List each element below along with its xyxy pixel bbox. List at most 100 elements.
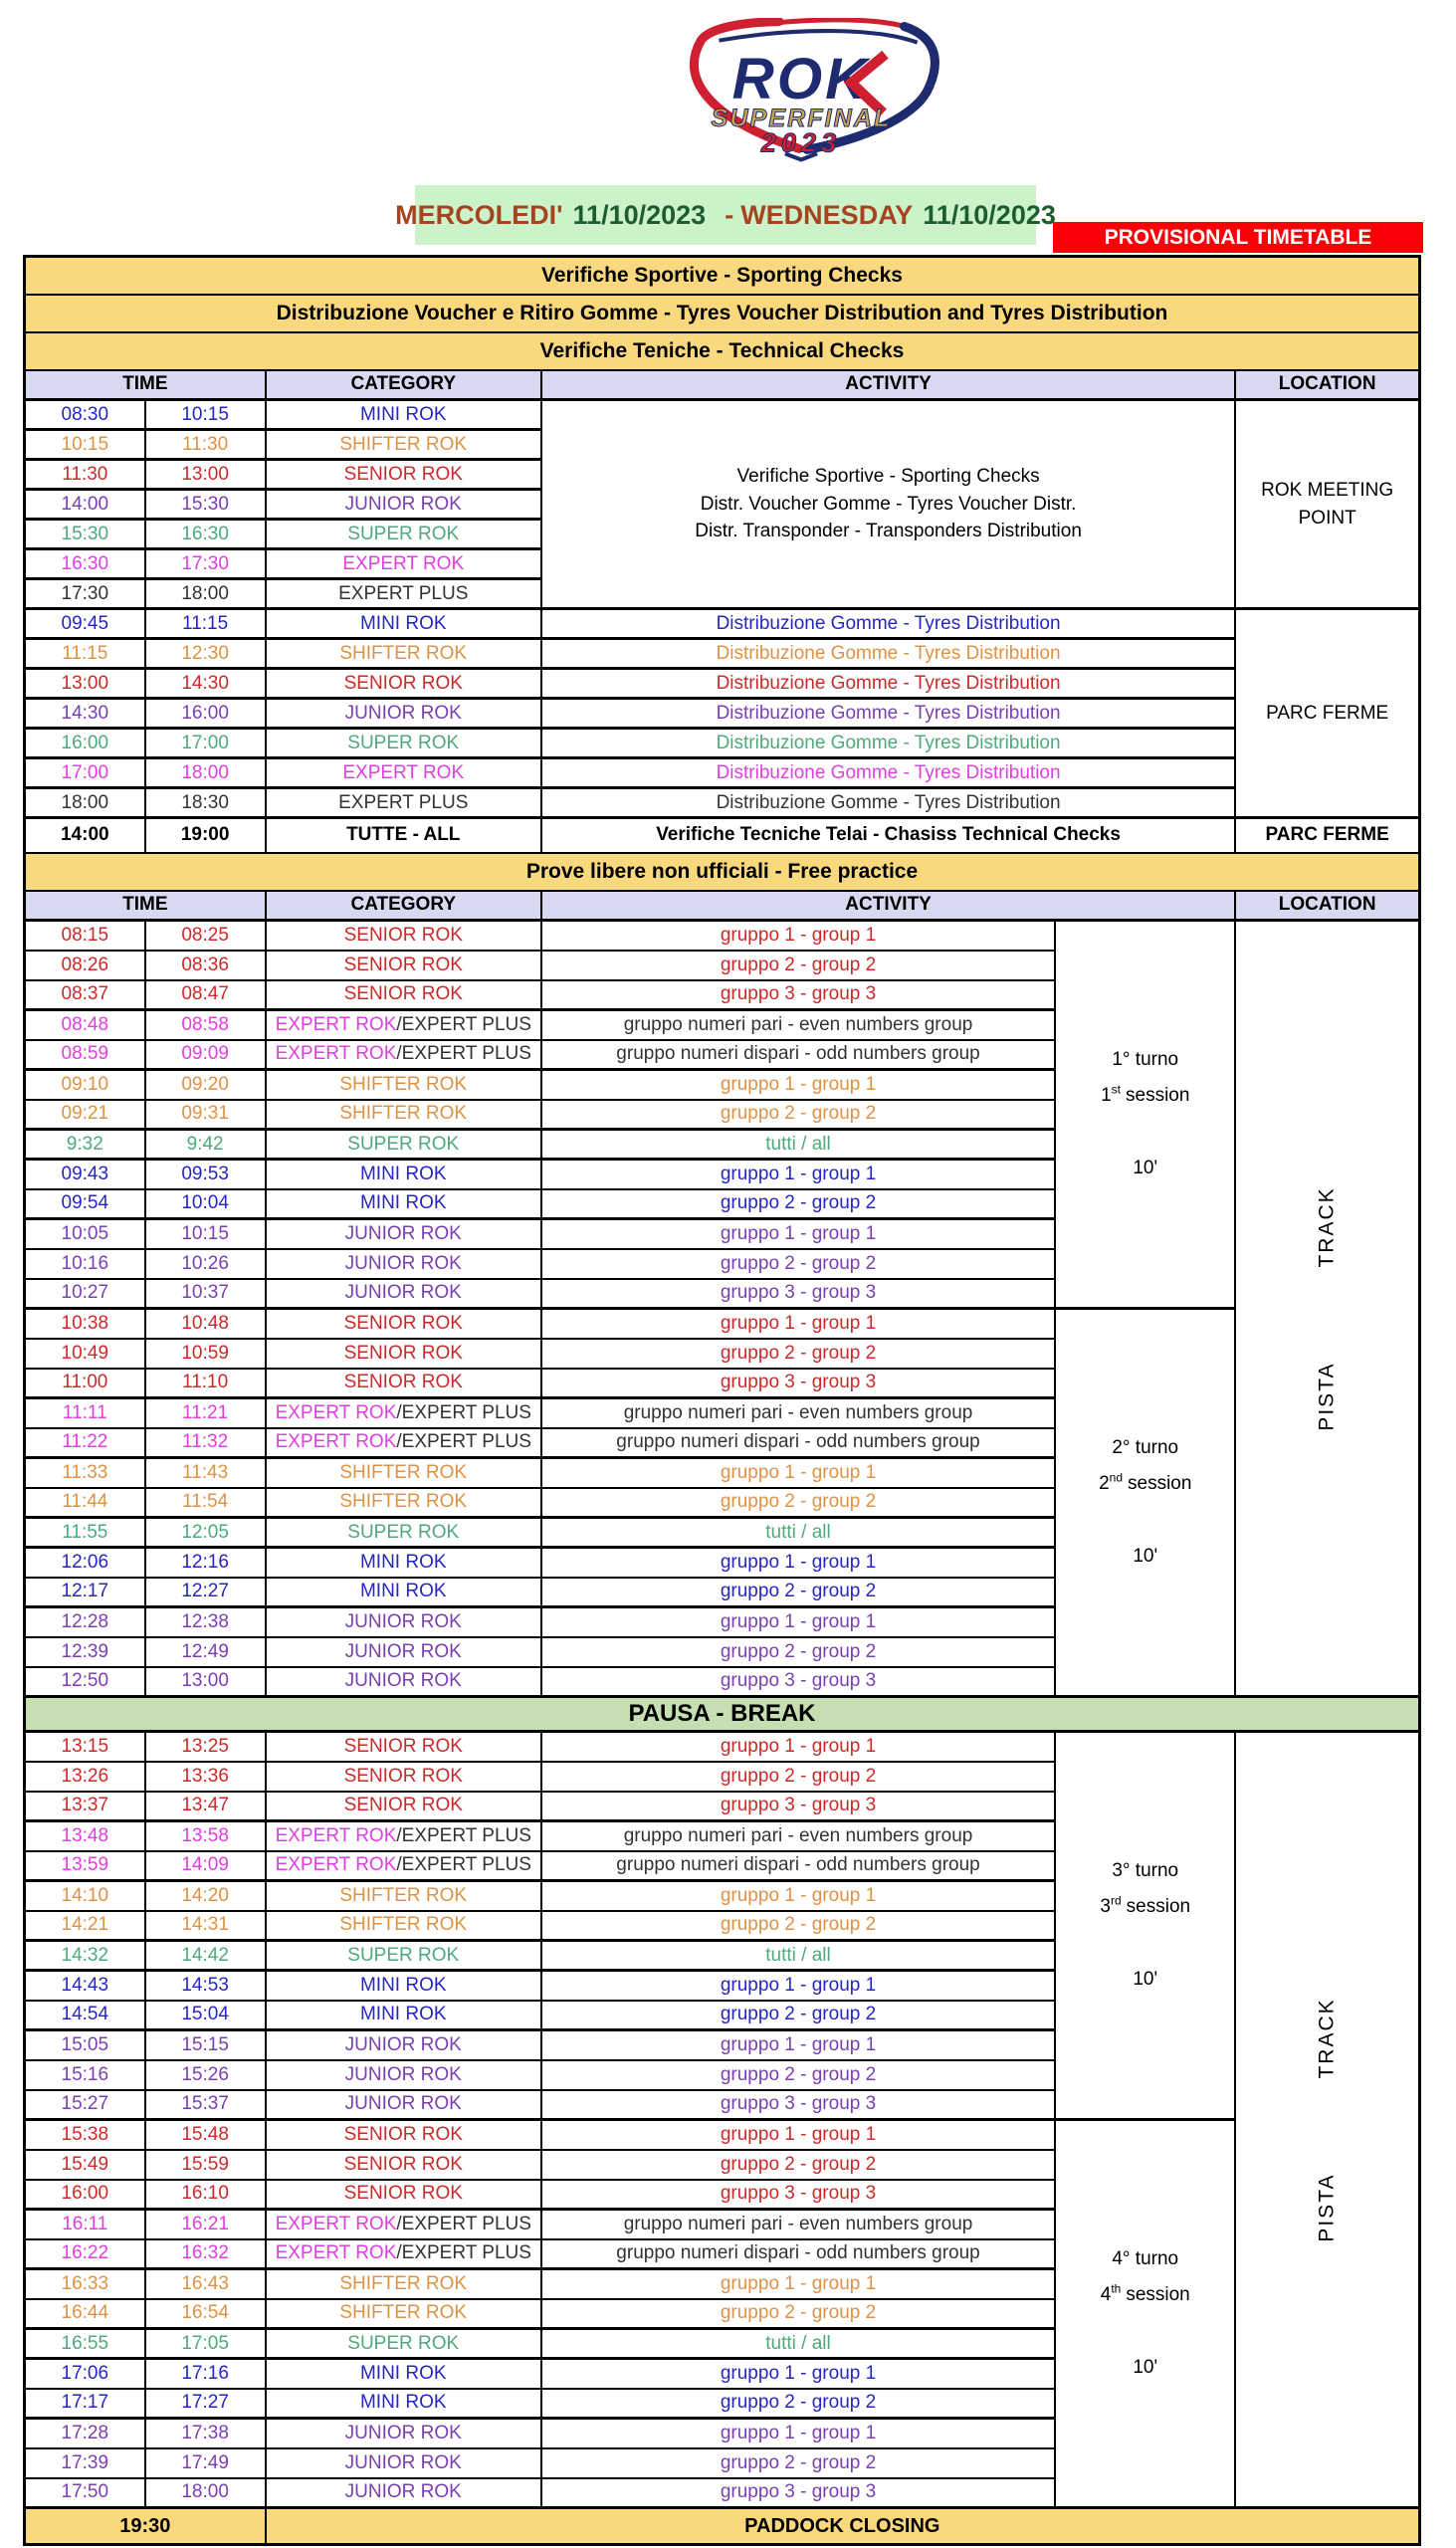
activity-cell: gruppo numeri dispari - odd numbers grou… [539,1426,1057,1459]
category-cell: SHIFTER ROK [264,1098,542,1131]
col-header-time: TIME [23,368,267,401]
time-end-cell: 13:00 [143,1665,267,1698]
category-cell: JUNIOR ROK [264,697,542,730]
category-cell: SENIOR ROK [264,1337,542,1370]
activity-cell: Distribuzione Gomme - Tyres Distribution [539,637,1237,670]
session-ordinal: 2 [1099,1473,1110,1495]
table-row: 11:30 13:00 SENIOR ROK [23,458,1420,491]
category-cell: JUNIOR ROK [264,1665,542,1698]
time-start-cell: 09:21 [23,1098,146,1131]
session-duration: 10' [1133,1545,1158,1567]
time-end-cell: 09:09 [143,1038,267,1071]
activity-cell: gruppo numeri pari - even numbers group [539,1396,1057,1429]
time-start-cell: 9:32 [23,1128,146,1161]
category-text: SHIFTER ROK [339,2272,468,2294]
category-text: SHIFTER ROK [339,1103,468,1125]
activity-cell: Distribuzione Gomme - Tyres Distribution [539,727,1237,759]
activity-cell: gruppo 3 - group 3 [539,1790,1057,1822]
category2-text: /EXPERT PLUS [396,1401,531,1423]
time-end-cell: 14:42 [143,1939,267,1972]
category-text: JUNIOR ROK [344,1252,462,1274]
col-header-activity: ACTIVITY [539,368,1237,401]
session-cell: 2° turno 2nd session 10' [1054,1307,1237,1698]
table-row: 16:33 16:43 SHIFTER ROK gruppo 1 - group 1 [23,2267,1420,2300]
activity-cell: Verifiche Sportive - Sporting Checks Dist… [539,398,1237,610]
time-end-cell: 9:42 [143,1128,267,1161]
category-text: SENIOR ROK [343,1765,463,1787]
table-row: 14:30 16:00 JUNIOR ROK Distribuzione Gomme … [23,697,1420,730]
activity-line: Distr. Voucher Gomme - Tyres Voucher Dis… [700,493,1077,515]
category-cell: SHIFTER ROK [264,1486,542,1519]
session-ordinal: 1 [1101,1085,1112,1107]
session-cell: 3° turno 3rd session 10' [1054,1730,1237,2121]
time-end-cell: 16:00 [143,697,267,730]
category-text: MINI ROK [359,1551,447,1573]
category-cell: MINI ROK [264,1546,542,1579]
time-start-cell: 14:32 [23,1939,146,1972]
time-start-cell: 08:26 [23,949,146,981]
time-end-cell: 13:47 [143,1790,267,1822]
activity-cell: gruppo 1 - group 1 [539,1068,1057,1101]
category-cell: MINI ROK [264,398,542,431]
time-end-cell: 14:09 [143,1849,267,1882]
category-text: SUPER ROK [347,1521,460,1543]
table-row: 12:28 12:38 JUNIOR ROK gruppo 1 - group 1 [23,1605,1420,1638]
time-end-cell: 12:27 [143,1576,267,1608]
category-cell: SENIOR ROK [264,949,542,981]
location-cell: PISTA TRACK [1234,1730,1421,2509]
category-cell: SUPER ROK [264,2327,542,2360]
track-label: PISTA TRACK [1316,1186,1340,1430]
time-end-cell: 10:37 [143,1277,267,1310]
time-end-cell: 14:20 [143,1879,267,1912]
category-cell: JUNIOR ROK [264,1277,542,1310]
category-cell: SENIOR ROK [264,2118,542,2151]
category-text: EXPERT ROK [275,1043,397,1065]
time-start-cell: 12:06 [23,1546,146,1579]
category-cell: EXPERT ROK/EXPERT PLUS [264,1426,542,1459]
activity-cell: gruppo 1 - group 1 [539,2118,1057,2151]
time-end-cell: 11:10 [143,1367,267,1399]
activity-cell: tutti / all [539,1939,1057,1972]
category-text: SUPER ROK [347,2332,460,2354]
session-ordinal: 3 [1100,1896,1111,1918]
time-end-cell: 10:59 [143,1337,267,1370]
category-text: JUNIOR ROK [344,2451,462,2473]
table-row: Verifiche Teniche - Technical Checks [23,330,1421,371]
category-cell: SENIOR ROK [264,458,542,491]
time-end-cell: 12:38 [143,1605,267,1638]
time-start-cell: 10:15 [23,428,146,461]
logo-year-text: 2023 [760,126,842,157]
time-end-cell: 11:21 [143,1396,267,1429]
time-start-cell: 13:59 [23,1849,146,1882]
category-cell: SENIOR ROK [264,2148,542,2181]
col-header-location: LOCATION [1234,368,1421,401]
activity-cell: gruppo 1 - group 1 [539,1969,1057,2002]
category-text: MINI ROK [359,2004,447,2025]
activity-cell: Distribuzione Gomme - Tyres Distribution [539,756,1237,789]
activity-cell: tutti / all [539,2327,1057,2360]
pista-text: PISTA [1315,2173,1339,2242]
category-text: SENIOR ROK [343,954,463,975]
time-end-cell: 13:00 [143,458,267,491]
category-text: EXPERT ROK [275,1854,397,1876]
category-cell: SENIOR ROK [264,667,542,700]
activity-cell: Distribuzione Gomme - Tyres Distribution [539,697,1237,730]
date-value-en: 11/10/2023 [923,199,1056,230]
time-end-cell: 16:32 [143,2237,267,2270]
table-row: 13:48 13:58 EXPERT ROK/EXPERT PLUS gruppo n… [23,1819,1420,1852]
col-header-time: TIME [23,889,267,922]
time-start-cell: 12:28 [23,1605,146,1638]
time-start-cell: 10:16 [23,1247,146,1280]
time-start-cell: 13:48 [23,1819,146,1852]
category2-text: /EXPERT PLUS [396,1431,531,1453]
category-cell: SHIFTER ROK [264,637,542,670]
activity-cell: gruppo 3 - group 3 [539,2476,1057,2509]
category2-text: /EXPERT PLUS [396,2213,531,2234]
category-cell: SENIOR ROK [264,1790,542,1822]
time-end-cell: 08:58 [143,1008,267,1041]
location-cell: ROK MEETING POINT [1234,398,1421,610]
category-cell: JUNIOR ROK [264,2446,542,2479]
time-end-cell: 17:49 [143,2446,267,2479]
date-banner: MERCOLEDI' 11/10/2023 - WEDNESDAY 11/10/… [395,185,1056,245]
category-text: SENIOR ROK [343,2123,463,2145]
